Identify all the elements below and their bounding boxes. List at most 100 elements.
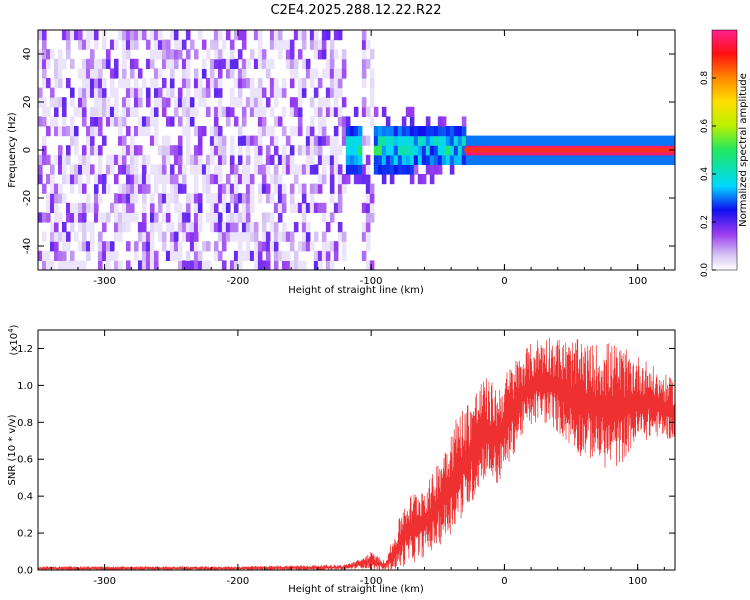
heatmap-cell bbox=[85, 126, 91, 137]
heatmap-cell bbox=[193, 212, 199, 223]
heatmap-cell bbox=[185, 212, 191, 223]
heatmap-cell bbox=[633, 135, 639, 146]
heatmap-cell bbox=[185, 97, 191, 108]
heatmap-cell bbox=[433, 164, 439, 175]
heatmap-cell bbox=[149, 116, 155, 127]
y-tick-label: 0.6 bbox=[17, 455, 33, 466]
heatmap-cell bbox=[397, 154, 403, 165]
heatmap-cell bbox=[221, 202, 227, 213]
heatmap-cell bbox=[61, 106, 67, 117]
heatmap-cell bbox=[89, 87, 95, 98]
heatmap-cell bbox=[361, 222, 367, 233]
heatmap-cell bbox=[417, 145, 423, 156]
heatmap-cells bbox=[38, 30, 675, 270]
heatmap-cell bbox=[241, 193, 247, 204]
heatmap-cell bbox=[245, 58, 251, 69]
heatmap-cell bbox=[245, 231, 251, 242]
heatmap-cell bbox=[653, 154, 659, 165]
heatmap-cell bbox=[193, 260, 199, 270]
heatmap-cell bbox=[321, 212, 327, 223]
heatmap-cell bbox=[241, 202, 247, 213]
heatmap-cell bbox=[381, 106, 387, 117]
heatmap-cell bbox=[457, 135, 463, 146]
heatmap-cell bbox=[53, 241, 59, 252]
heatmap-cell bbox=[661, 154, 667, 165]
heatmap-cell bbox=[137, 183, 143, 194]
heatmap-cell bbox=[81, 68, 87, 79]
heatmap-cell bbox=[93, 212, 99, 223]
heatmap-cell bbox=[673, 135, 675, 146]
heatmap-cell bbox=[209, 212, 215, 223]
heatmap-cell bbox=[145, 58, 151, 69]
heatmap-cell bbox=[265, 250, 271, 261]
heatmap-cell bbox=[89, 58, 95, 69]
heatmap-cell bbox=[577, 154, 583, 165]
heatmap-cell bbox=[329, 68, 335, 79]
heatmap-cell bbox=[337, 183, 343, 194]
heatmap-cell bbox=[57, 164, 63, 175]
heatmap-cell bbox=[85, 87, 91, 98]
heatmap-cell bbox=[293, 126, 299, 137]
heatmap-cell bbox=[425, 126, 431, 137]
heatmap-cell bbox=[317, 174, 323, 185]
heatmap-cell bbox=[197, 154, 203, 165]
heatmap-cell bbox=[185, 135, 191, 146]
heatmap-cell bbox=[105, 97, 111, 108]
heatmap-cell bbox=[149, 164, 155, 175]
heatmap-cell bbox=[69, 174, 75, 185]
heatmap-cell bbox=[109, 39, 115, 50]
heatmap-cell bbox=[141, 231, 147, 242]
heatmap-cell bbox=[317, 126, 323, 137]
heatmap-cell bbox=[625, 135, 631, 146]
heatmap-cell bbox=[641, 135, 647, 146]
heatmap-cell bbox=[597, 154, 603, 165]
heatmap-cell bbox=[109, 116, 115, 127]
heatmap-cell bbox=[205, 241, 211, 252]
heatmap-cell bbox=[185, 116, 191, 127]
heatmap-cell bbox=[237, 30, 243, 41]
heatmap-cell bbox=[245, 154, 251, 165]
heatmap-cell bbox=[301, 145, 307, 156]
heatmap-cell bbox=[201, 68, 207, 79]
heatmap-cell bbox=[201, 58, 207, 69]
heatmap-cell bbox=[205, 78, 211, 89]
heatmap-cell bbox=[89, 30, 95, 41]
heatmap-cell bbox=[209, 145, 215, 156]
heatmap-cell bbox=[453, 126, 459, 137]
colorbar-ticks: 0.0 0.2 0.4 0.6 0.8 bbox=[700, 71, 716, 277]
heatmap-cell bbox=[317, 97, 323, 108]
heatmap-cell bbox=[69, 126, 75, 137]
heatmap-cell bbox=[317, 106, 323, 117]
heatmap-cell bbox=[357, 174, 363, 185]
heatmap-cell bbox=[93, 145, 99, 156]
heatmap-cell bbox=[537, 135, 543, 146]
heatmap-cell bbox=[497, 135, 503, 146]
heatmap-cell bbox=[349, 164, 355, 175]
heatmap-cell bbox=[337, 106, 343, 117]
heatmap-cell bbox=[161, 58, 167, 69]
heatmap-cell bbox=[101, 97, 107, 108]
heatmap-cell bbox=[149, 135, 155, 146]
heatmap-cell bbox=[433, 154, 439, 165]
heatmap-cell bbox=[381, 126, 387, 137]
heatmap-cell bbox=[333, 145, 339, 156]
snr-panel: -300 -200 -100 0 100 0.0 0.2 0.4 0.6 0.8 1.0 1.2 H… bbox=[7, 324, 676, 595]
heatmap-cell bbox=[65, 241, 71, 252]
heatmap-cell bbox=[41, 116, 47, 127]
snr-y-multiplier: (x104) bbox=[7, 324, 20, 355]
heatmap-cell bbox=[353, 135, 359, 146]
heatmap-cell bbox=[185, 202, 191, 213]
heatmap-cell bbox=[201, 97, 207, 108]
heatmap-cell bbox=[101, 78, 107, 89]
x-tick-label: 0 bbox=[501, 576, 507, 587]
heatmap-cell bbox=[617, 135, 623, 146]
heatmap-cell bbox=[97, 260, 103, 270]
heatmap-cell bbox=[569, 154, 575, 165]
heatmap-cell bbox=[317, 154, 323, 165]
heatmap-cell bbox=[153, 49, 159, 60]
heatmap-cell bbox=[233, 78, 239, 89]
heatmap-cell bbox=[225, 68, 231, 79]
heatmap-cell bbox=[217, 106, 223, 117]
heatmap-cell bbox=[297, 126, 303, 137]
heatmap-cell bbox=[173, 193, 179, 204]
